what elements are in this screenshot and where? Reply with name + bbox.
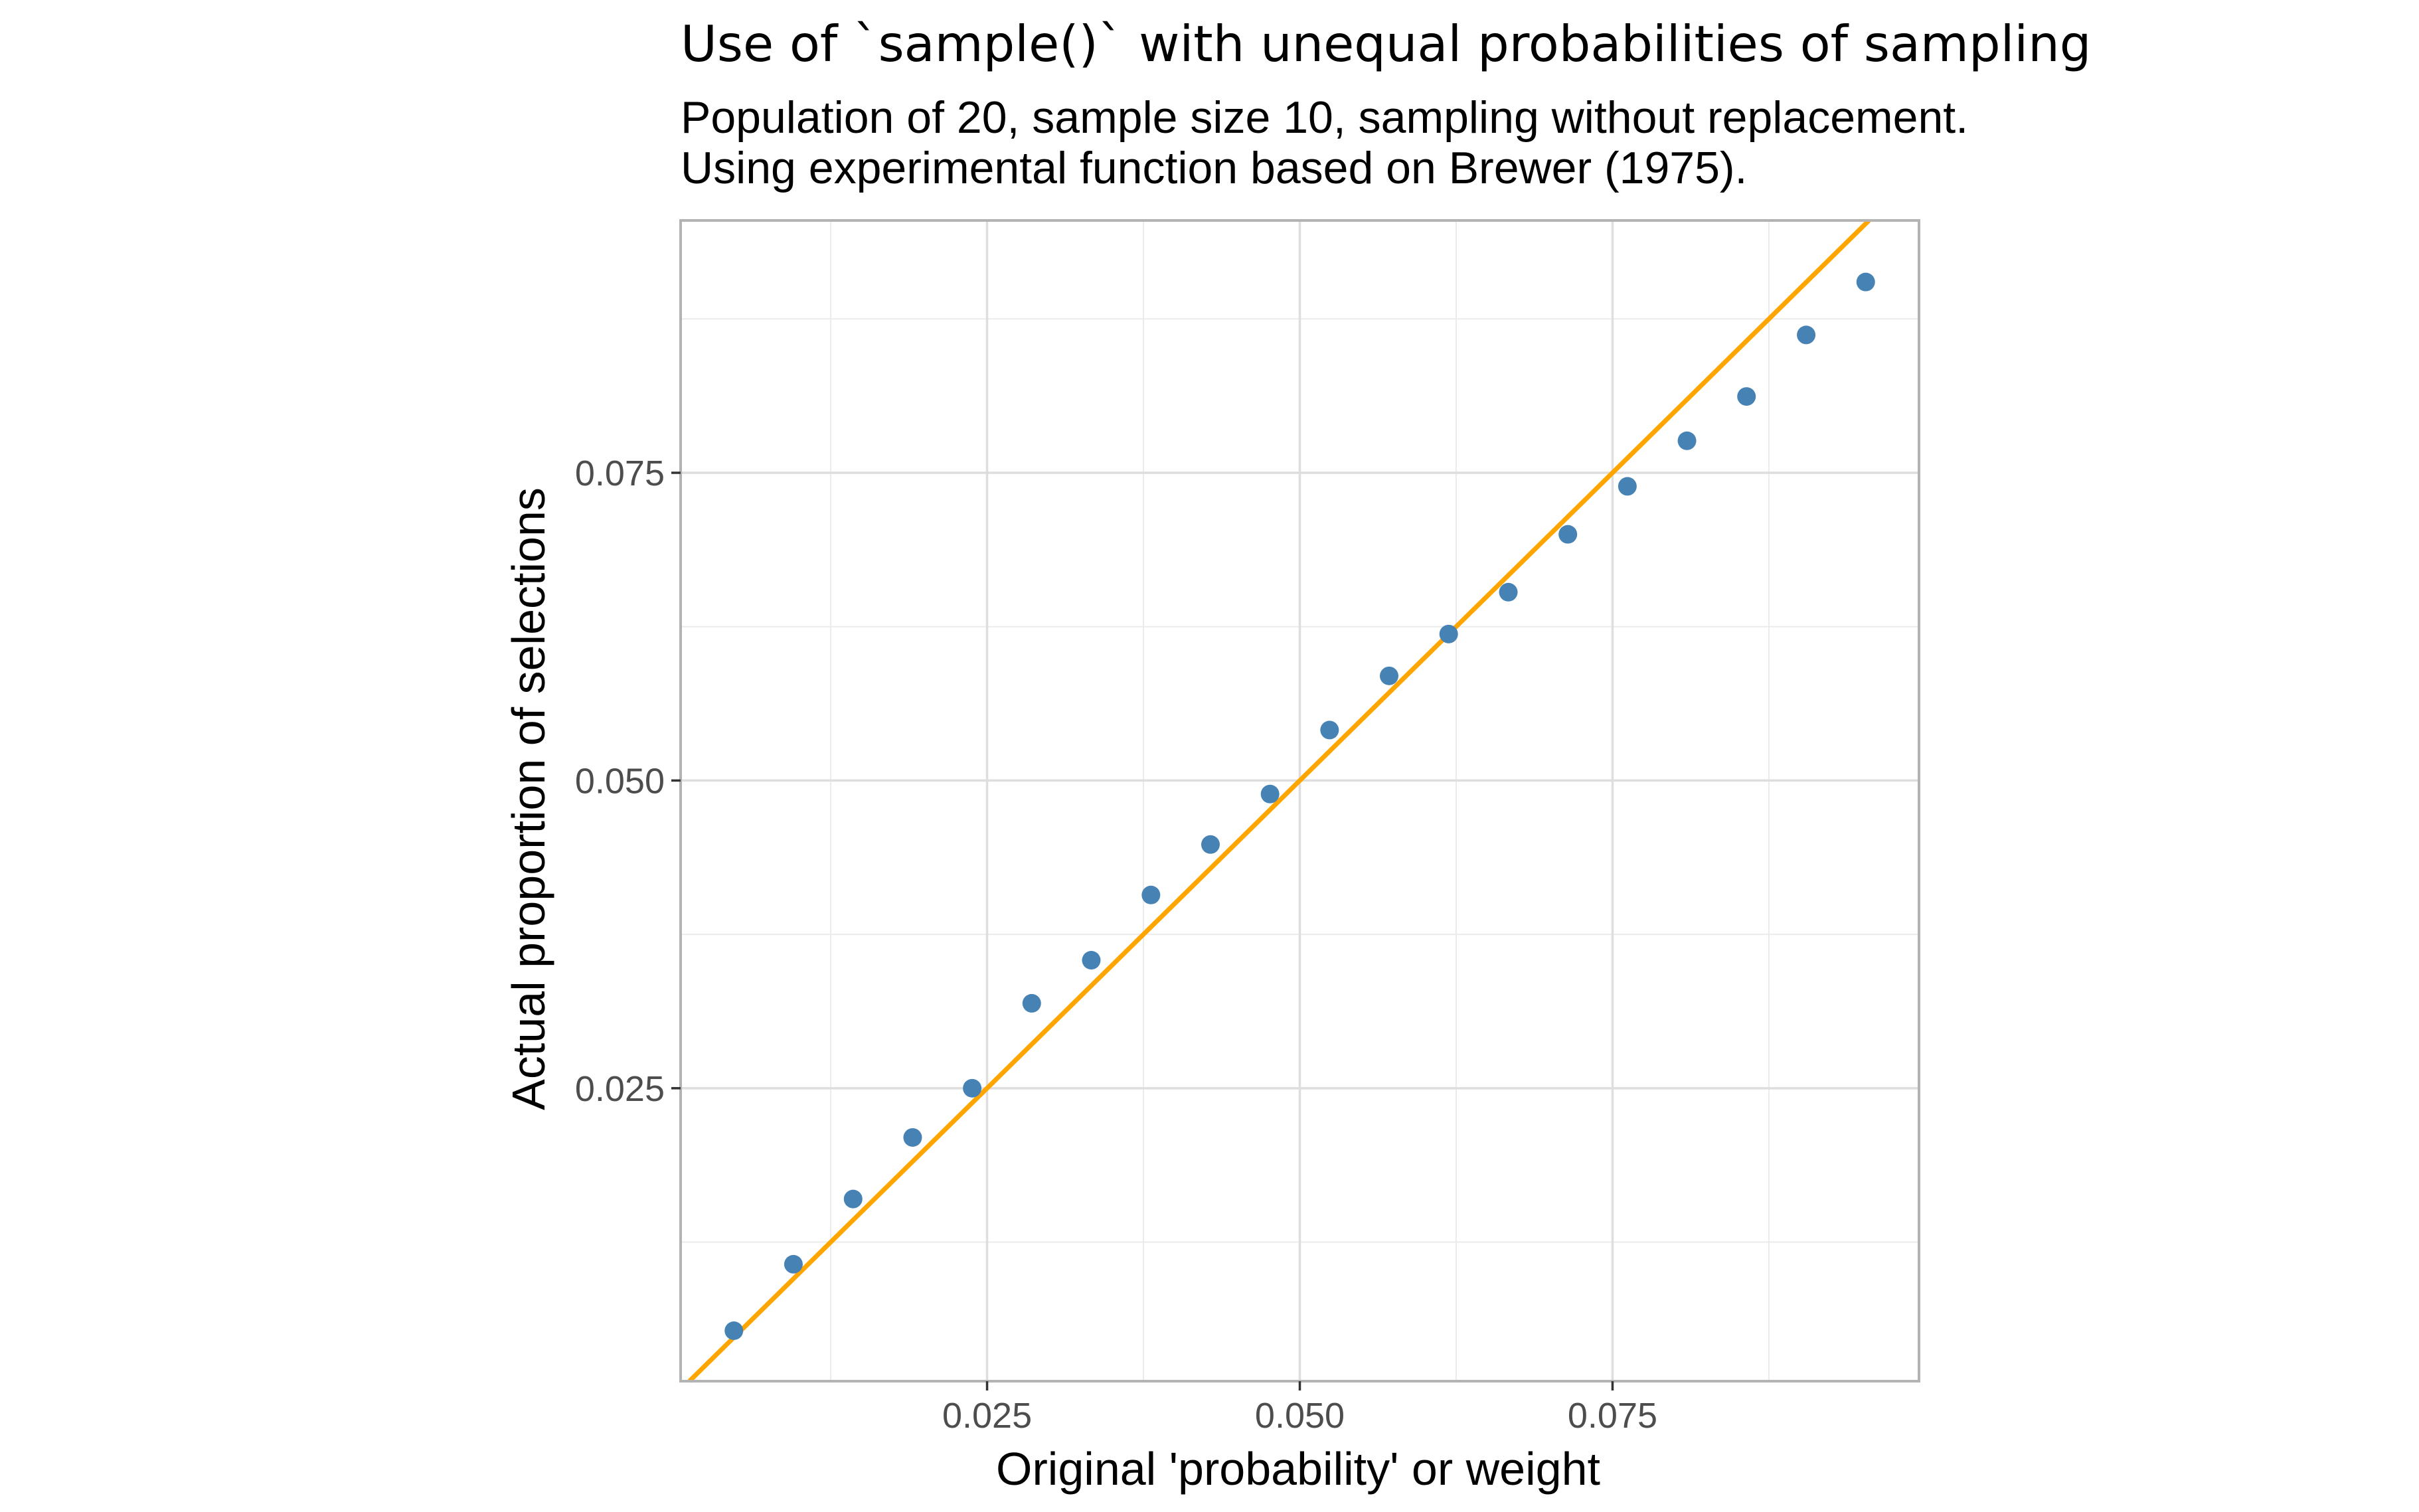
data-point-18: [1737, 387, 1756, 406]
identity-reference-line: [687, 218, 1871, 1383]
data-point-12: [1380, 666, 1399, 685]
chart-subtitle-line-1: Population of 20, sample size 10, sampli…: [681, 92, 1968, 143]
reference-line-layer: [687, 218, 1871, 1383]
data-point-8: [1141, 885, 1161, 904]
x-tick-label: 0.050: [1255, 1396, 1345, 1436]
data-point-19: [1797, 325, 1816, 345]
data-point-20: [1856, 272, 1875, 292]
data-point-5: [963, 1078, 982, 1098]
points-layer: [724, 272, 1875, 1340]
chart-title: Use of `sample()` with unequal probabili…: [681, 15, 2091, 73]
x-axis-title: Original 'probability' or weight: [996, 1443, 1600, 1495]
data-point-10: [1260, 784, 1280, 803]
data-point-15: [1558, 525, 1578, 544]
chart-subtitle-line-2: Using experimental function based on Bre…: [681, 143, 1747, 193]
y-axis-title: Actual proportion of selections: [503, 487, 554, 1110]
data-point-14: [1499, 582, 1518, 602]
data-point-2: [784, 1254, 803, 1274]
data-point-1: [724, 1321, 744, 1340]
data-point-9: [1201, 835, 1220, 854]
y-tick-label: 0.075: [575, 454, 665, 493]
data-point-3: [843, 1189, 863, 1209]
data-point-7: [1082, 951, 1101, 970]
x-tick-label: 0.075: [1568, 1396, 1657, 1436]
y-tick-label: 0.025: [575, 1069, 665, 1109]
data-point-11: [1320, 720, 1339, 740]
x-axis: 0.025 0.050 0.075: [942, 1381, 1657, 1436]
data-point-6: [1022, 993, 1041, 1013]
data-point-13: [1439, 624, 1458, 643]
y-axis: 0.025 0.050 0.075: [575, 454, 681, 1109]
data-point-17: [1677, 431, 1697, 450]
y-tick-label: 0.050: [575, 761, 665, 801]
data-point-4: [903, 1128, 922, 1147]
data-point-16: [1618, 477, 1637, 496]
x-tick-label: 0.025: [942, 1396, 1032, 1436]
